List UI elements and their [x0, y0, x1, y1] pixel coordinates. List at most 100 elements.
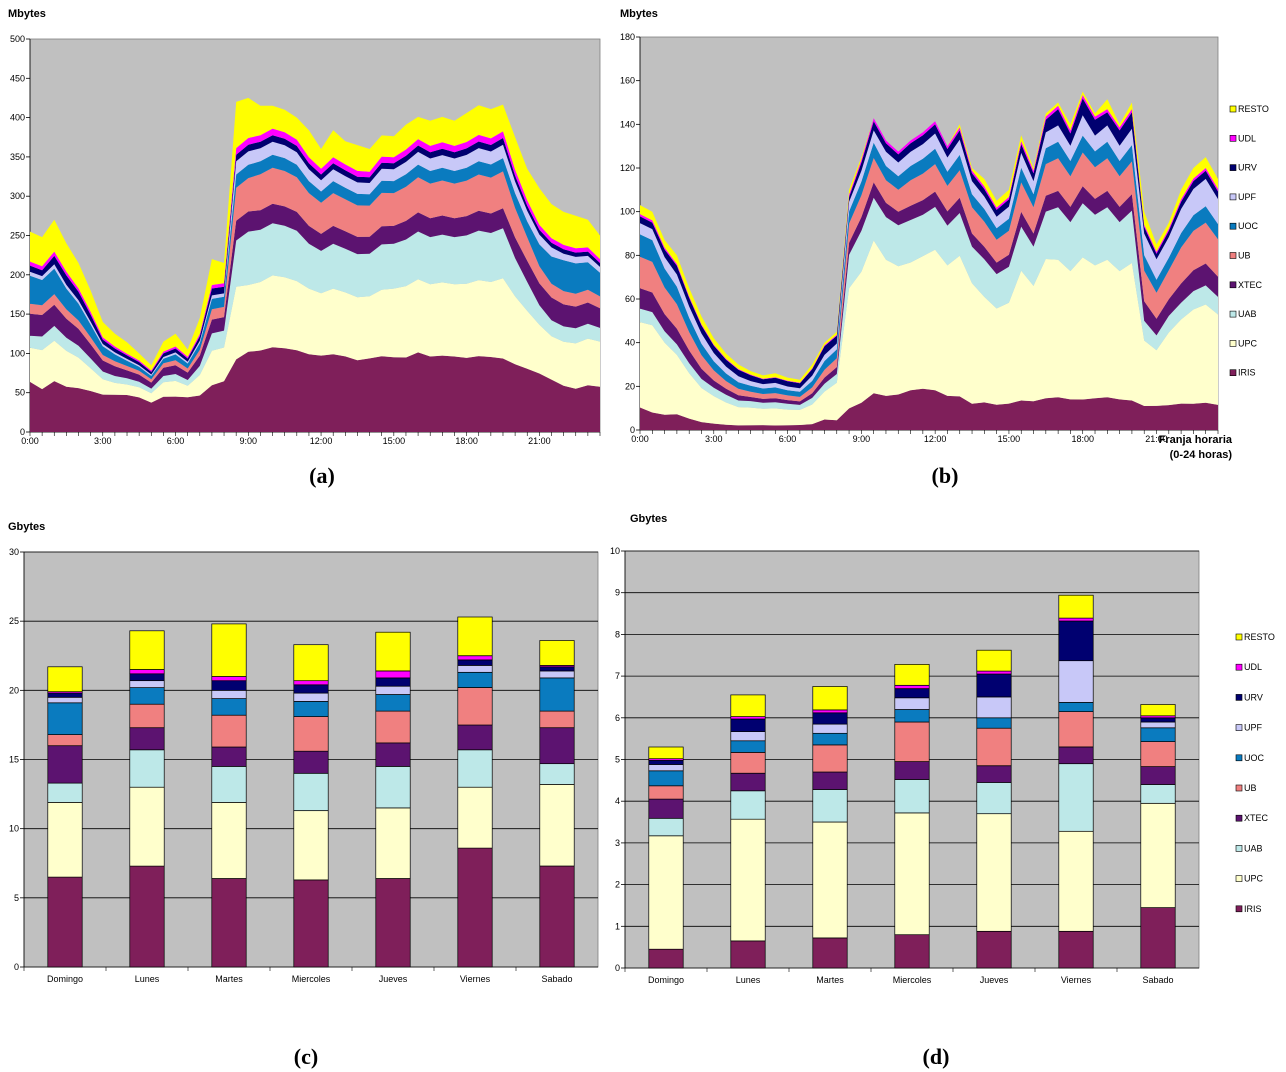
- y-axis-label-b: Mbytes: [620, 8, 658, 20]
- bar-segment-udl-viernes-c: [457, 655, 493, 661]
- bar-segment-upf-domingo-d: [648, 764, 684, 772]
- bar-segment-upc-sabado-c: [539, 784, 575, 867]
- x-tick-label-c: Viernes: [460, 974, 491, 984]
- bar-segment-uoc-viernes-c: [457, 671, 493, 688]
- x-tick-label-a: 3:00: [94, 436, 112, 446]
- x-tick-label-a: 0:00: [21, 436, 39, 446]
- y-tick-label-d: 5: [615, 755, 620, 765]
- legend-label-iris-b: IRIS: [1238, 368, 1256, 378]
- bar-segment-upc-martes-c: [211, 802, 247, 879]
- legend-label-upf-d: UPF: [1244, 723, 1263, 733]
- x-tick-label-b: 9:00: [853, 434, 871, 444]
- bar-segment-xtec-miercoles-c: [293, 750, 329, 774]
- bar-segment-uab-lunes-d: [730, 790, 766, 820]
- y-tick-label-c: 30: [9, 547, 19, 557]
- bar-segment-udl-lunes-c: [129, 669, 165, 675]
- bar-segment-uab-martes-d: [812, 789, 848, 823]
- bar-segment-urv-sabado-d: [1140, 717, 1176, 723]
- bar-segment-upc-lunes-c: [129, 786, 165, 867]
- bar-segment-uoc-miercoles-d: [894, 709, 930, 723]
- y-tick-label-b: 120: [620, 163, 635, 173]
- bar-segment-uoc-jueves-c: [375, 694, 411, 712]
- bar-segment-upf-sabado-d: [1140, 721, 1176, 729]
- bar-segment-uab-viernes-d: [1058, 763, 1094, 832]
- legend-swatch-resto-d: [1235, 633, 1243, 641]
- y-tick-label-b: 100: [620, 207, 635, 217]
- bar-segment-urv-viernes-d: [1058, 620, 1094, 662]
- legend-swatch-urv-d: [1235, 694, 1243, 701]
- bar-segment-xtec-miercoles-d: [894, 761, 930, 780]
- y-axis-label-a: Mbytes: [8, 8, 46, 20]
- y-tick-label-d: 10: [610, 546, 620, 556]
- x-tick-label-a: 6:00: [167, 436, 185, 446]
- bar-segment-resto-viernes-c: [457, 616, 493, 657]
- bar-segment-uoc-viernes-d: [1058, 702, 1094, 712]
- y-tick-label-b: 20: [625, 381, 635, 391]
- bar-segment-uab-jueves-c: [375, 766, 411, 809]
- bar-segment-ub-miercoles-d: [894, 721, 930, 762]
- bar-segment-upc-domingo-c: [47, 802, 83, 878]
- bar-segment-uab-miercoles-d: [894, 779, 930, 814]
- y-tick-label-c: 25: [9, 616, 19, 626]
- bar-segment-resto-viernes-d: [1058, 594, 1094, 619]
- legend-swatch-iris-b: [1229, 369, 1237, 377]
- legend-label-uoc-b: UOC: [1238, 221, 1259, 231]
- chart-c: Gbytes 0 5 10 15 20 25 30 (c) Domingo Lunes Martes M…: [8, 521, 599, 1069]
- bar-segment-urv-domingo-d: [648, 759, 684, 765]
- bar-segment-upf-miercoles-d: [894, 697, 930, 710]
- y-tick-label-b: 60: [625, 294, 635, 304]
- bar-segment-resto-jueves-d: [976, 649, 1012, 672]
- bar-segment-upf-jueves-d: [976, 696, 1012, 719]
- area-series-uab-b: [640, 197, 1218, 410]
- bar-segment-urv-jueves-d: [976, 673, 1012, 698]
- bar-segment-iris-sabado-d: [1140, 907, 1176, 969]
- bar-segment-uab-sabado-d: [1140, 784, 1176, 804]
- bar-segment-upf-martes-d: [812, 723, 848, 734]
- bar-segment-upf-martes-c: [211, 689, 247, 699]
- bar-segment-udl-viernes-d: [1058, 617, 1094, 622]
- y-tick-label-a: 300: [10, 191, 25, 201]
- bar-segment-resto-lunes-d: [730, 694, 766, 717]
- area-series-uab-a: [30, 223, 600, 394]
- legend-swatch-udl-b: [1229, 135, 1237, 142]
- bar-segment-ub-viernes-d: [1058, 711, 1094, 748]
- bar-segment-ub-martes-c: [211, 714, 247, 748]
- bar-segment-iris-miercoles-c: [293, 879, 329, 968]
- bar-segment-resto-sabado-c: [539, 640, 575, 666]
- legend-swatch-uab-d: [1235, 845, 1243, 852]
- area-series-xtec-a: [30, 203, 600, 389]
- x-tick-label-a: 21:00: [528, 436, 551, 446]
- legend-swatch-upf-b: [1229, 193, 1237, 201]
- legend-swatch-urv-b: [1229, 164, 1237, 171]
- x-tick-label-b: 15:00: [998, 434, 1021, 444]
- legend-label-upc-d: UPC: [1244, 874, 1264, 884]
- legend-label-resto-b: RESTO: [1238, 104, 1269, 114]
- x-tick-label-b: 12:00: [924, 434, 947, 444]
- bar-segment-upc-domingo-d: [648, 835, 684, 950]
- legend-swatch-uab-b: [1229, 310, 1237, 318]
- x-tick-label-c: Jueves: [379, 974, 408, 984]
- bar-segment-resto-lunes-c: [129, 630, 165, 670]
- bar-segment-iris-domingo-c: [47, 876, 83, 968]
- bar-segment-udl-miercoles-d: [894, 684, 930, 689]
- area-series-resto-a: [30, 97, 600, 371]
- bar-segment-upf-lunes-c: [129, 680, 165, 688]
- bar-segment-iris-martes-d: [812, 937, 848, 969]
- bar-segment-upf-viernes-c: [457, 665, 493, 673]
- bar-segment-urv-martes-d: [812, 712, 848, 725]
- x-tick-label-b: 3:00: [705, 434, 723, 444]
- y-tick-label-c: 0: [14, 962, 19, 972]
- bar-segment-resto-martes-c: [211, 623, 247, 677]
- bar-segment-xtec-domingo-c: [47, 745, 83, 784]
- bar-segment-xtec-lunes-c: [129, 727, 165, 751]
- bar-segment-resto-jueves-c: [375, 631, 411, 672]
- bar-segment-uoc-jueves-d: [976, 717, 1012, 729]
- bar-segment-urv-jueves-c: [375, 677, 411, 687]
- y-tick-label-b: 40: [625, 338, 635, 348]
- bar-segment-ub-jueves-c: [375, 710, 411, 744]
- bar-segment-uoc-domingo-d: [648, 770, 684, 787]
- bar-segment-upf-viernes-d: [1058, 660, 1094, 703]
- x-tick-label-b: 6:00: [779, 434, 797, 444]
- x-tick-label-d: Lunes: [736, 975, 761, 985]
